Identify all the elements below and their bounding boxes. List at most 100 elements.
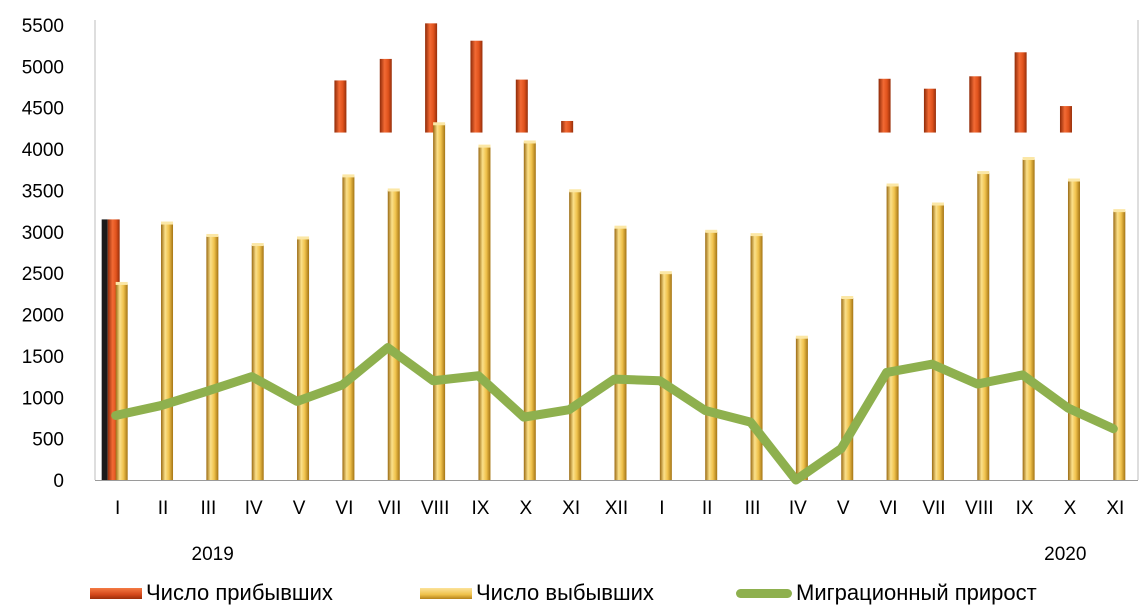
arrivals-bar xyxy=(1059,106,1072,133)
x-tick-label: VIII xyxy=(965,498,994,519)
x-tick-label: VII xyxy=(922,498,945,519)
arrivals-bar xyxy=(878,78,891,133)
x-tick-label: VI xyxy=(880,498,898,519)
departures-bar xyxy=(750,235,763,480)
y-tick-label: 4000 xyxy=(22,140,64,161)
arrivals-bar xyxy=(969,76,982,133)
departures-bar-cap xyxy=(1022,157,1035,161)
departures-bar xyxy=(115,283,128,480)
x-tick-label: III xyxy=(745,498,761,519)
legend-label-arrivals: Число прибывших xyxy=(146,580,333,605)
departures-bar-cap xyxy=(1113,209,1126,213)
departures-bar-cap xyxy=(931,202,944,206)
legend: Число прибывших Число выбывших Миграцион… xyxy=(0,580,1143,609)
y-tick-label: 3500 xyxy=(22,181,64,202)
tick-labels: 0 500 1000 1500 2000 2500 3000 3500 4000 4500 5000… xyxy=(22,16,1125,565)
x-tick-label: X xyxy=(519,498,532,519)
legend-swatch-arrivals xyxy=(90,587,142,599)
departures-bar-cap xyxy=(297,236,310,240)
departures-bar xyxy=(206,235,219,480)
legend-item-arrivals: Число прибывших xyxy=(90,580,333,606)
x-tick-label: VI xyxy=(335,498,353,519)
departures-bar xyxy=(886,185,899,480)
departures-bar xyxy=(251,245,264,480)
departures-bar-cap xyxy=(115,281,128,285)
departures-bar-cap xyxy=(433,122,446,126)
y-tick-label: 5000 xyxy=(22,57,64,78)
x-tick-label: XI xyxy=(562,498,580,519)
arrivals-bar xyxy=(470,40,483,133)
y-tick-label: 5500 xyxy=(22,16,64,37)
departures-bar xyxy=(478,146,491,481)
legend-swatch-migration xyxy=(736,588,792,598)
x-tick-label: I xyxy=(659,498,664,519)
y-tick-label: 2500 xyxy=(22,264,64,285)
departures-bar xyxy=(161,223,174,480)
departures-bar xyxy=(387,190,400,481)
departures-bar-cap xyxy=(387,188,400,192)
arrivals-bar xyxy=(425,23,438,133)
y-tick-label: 1500 xyxy=(22,347,64,368)
x-tick-label: VIII xyxy=(421,498,450,519)
x-tick-label: III xyxy=(200,498,216,519)
x-tick-label: IX xyxy=(1016,498,1034,519)
departures-bar-cap xyxy=(750,233,763,237)
departures-bar-cap xyxy=(1067,178,1080,182)
departures-bar xyxy=(931,204,944,480)
departures-bar-cap xyxy=(659,271,672,275)
departures-bar-cap xyxy=(523,140,536,144)
departures-bar-cap xyxy=(977,171,990,175)
arrivals-bar xyxy=(561,120,574,133)
y-tick-label: 0 xyxy=(53,471,64,492)
legend-label-departures: Число выбывших xyxy=(476,580,654,605)
arrivals-series xyxy=(101,23,1072,480)
x-tick-label: XI xyxy=(1106,498,1124,519)
departures-bar xyxy=(659,273,672,480)
departures-bar-cap xyxy=(795,335,808,339)
x-tick-label: II xyxy=(702,498,713,519)
arrivals-bar xyxy=(1014,52,1027,133)
year-label: 2020 xyxy=(1044,544,1086,565)
x-tick-label: IV xyxy=(245,498,263,519)
y-tick-label: 2000 xyxy=(22,306,64,327)
departures-bar-cap xyxy=(569,189,582,193)
axes xyxy=(94,20,1139,481)
legend-item-departures: Число выбывших xyxy=(420,580,654,606)
legend-item-migration: Миграционный прирост xyxy=(736,580,1037,606)
departures-bar-cap xyxy=(478,144,491,148)
departures-bar xyxy=(569,191,582,481)
year-label: 2019 xyxy=(192,544,234,565)
x-tick-label: VII xyxy=(378,498,401,519)
departures-bar-cap xyxy=(342,174,355,178)
x-tick-label: IX xyxy=(471,498,489,519)
x-tick-label: I xyxy=(115,498,120,519)
y-tick-label: 1000 xyxy=(22,388,64,409)
departures-bar xyxy=(1022,159,1035,480)
departures-bar xyxy=(433,124,446,480)
x-tick-label: XII xyxy=(605,498,628,519)
departures-bar xyxy=(1113,211,1126,481)
arrivals-bar xyxy=(515,79,528,133)
departures-bar xyxy=(705,231,718,480)
arrivals-bar xyxy=(334,80,347,133)
y-tick-label: 500 xyxy=(32,430,64,451)
x-tick-label: V xyxy=(837,498,850,519)
departures-bar-cap xyxy=(886,183,899,187)
departures-bar xyxy=(1067,180,1080,480)
departures-bar-cap xyxy=(614,225,627,229)
migration-series xyxy=(111,343,1118,485)
x-tick-label: II xyxy=(158,498,169,519)
arrivals-bar xyxy=(379,58,392,133)
departures-bar-cap xyxy=(206,233,219,237)
x-tick-label: IV xyxy=(789,498,807,519)
departures-bar xyxy=(614,227,627,480)
departures-bar xyxy=(297,238,310,480)
departures-bar-cap xyxy=(705,229,718,233)
migration-line xyxy=(111,343,1118,485)
departures-bar-cap xyxy=(841,296,854,299)
departures-bar-cap xyxy=(251,243,264,247)
arrivals-bar xyxy=(923,88,936,133)
chart: 0 500 1000 1500 2000 2500 3000 3500 4000 4500 5000… xyxy=(22,16,1139,565)
y-tick-label: 4500 xyxy=(22,99,64,120)
departures-bar xyxy=(523,142,536,481)
